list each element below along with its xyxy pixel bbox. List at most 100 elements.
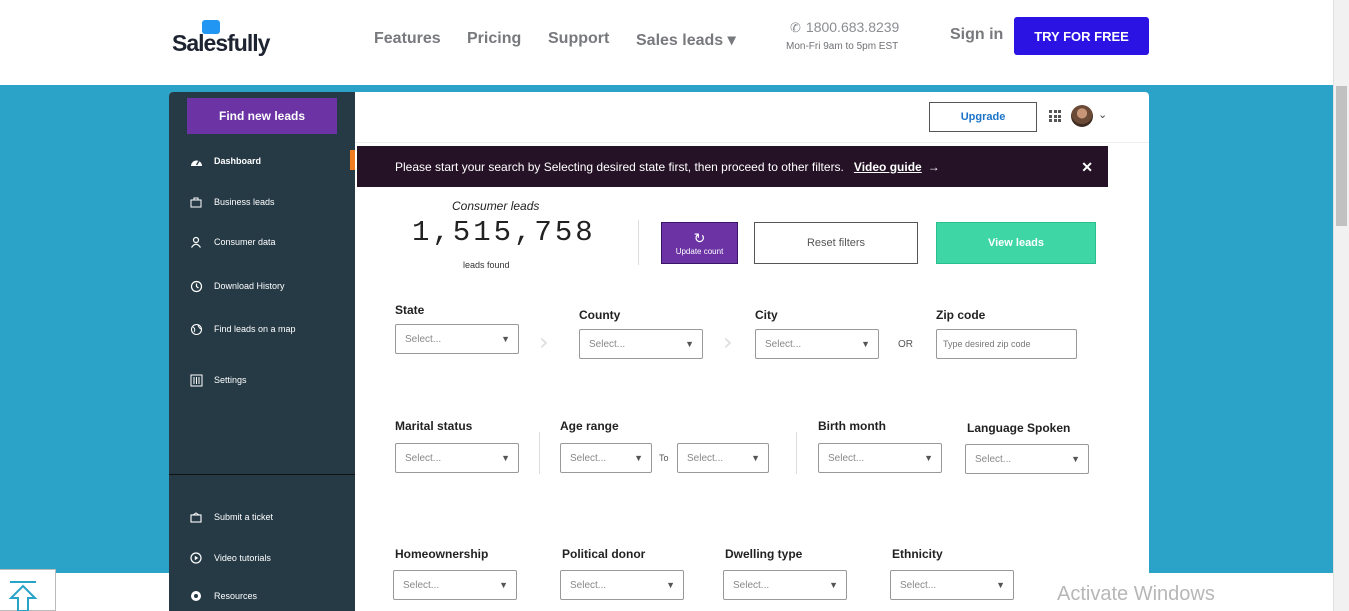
instruction-banner: Please start your search by Selecting de… [357,146,1108,187]
salesfully-logo[interactable]: Salesfully [172,20,272,60]
update-count-label: Update count [675,246,724,256]
chevron-right-icon: › [539,328,549,356]
caret-down-icon: ▼ [634,453,643,463]
settings-icon [189,373,203,387]
caret-down-icon: ▼ [501,334,510,344]
homeownership-label: Homeownership [395,547,489,561]
sidebar-item-dashboard[interactable]: Dashboard [189,151,261,171]
close-icon[interactable]: ✕ [1081,159,1093,175]
dashboard-icon [189,154,203,168]
arrow-right-icon: → [927,159,940,174]
age-to-select[interactable]: Select... ▼ [677,443,769,473]
sidebar-item-label: Find leads on a map [214,324,296,334]
state-select[interactable]: Select... ▼ [395,324,519,354]
caret-down-icon: ▼ [996,580,1005,590]
select-placeholder: Select... [589,338,626,350]
select-placeholder: Select... [405,452,442,464]
nav-sales-leads[interactable]: Sales leads ▾ [636,32,736,49]
phone-icon: ✆ [790,20,801,35]
select-placeholder: Select... [570,452,607,464]
ethnicity-select[interactable]: Select... ▼ [890,570,1014,600]
filter-separator [796,432,797,474]
sidebar-item-consumer-data[interactable]: Consumer data [189,232,276,252]
chevron-down-icon[interactable]: ⌄ [1098,109,1108,121]
age-from-select[interactable]: Select... ▼ [560,443,652,473]
ticket-icon [189,510,203,524]
resources-icon [189,589,203,603]
chevron-right-icon: › [723,328,733,356]
sidebar: Find new leads Dashboard Business leads … [169,92,355,611]
consumer-leads-title: Consumer leads [452,199,540,213]
page-scrollbar[interactable] [1333,0,1349,611]
dwelling-type-label: Dwelling type [725,547,803,561]
sidebar-item-business-leads[interactable]: Business leads [189,192,275,212]
city-select[interactable]: Select... ▼ [755,329,879,359]
find-new-leads-button[interactable]: Find new leads [187,98,337,134]
select-placeholder: Select... [687,452,724,464]
leads-found-label: leads found [463,260,510,270]
nav-support[interactable]: Support [548,30,610,47]
sidebar-item-label: Consumer data [214,237,276,247]
sidebar-item-resources[interactable]: Resources [189,586,257,606]
marital-status-label: Marital status [395,419,473,433]
sidebar-divider [169,474,355,475]
birth-month-select[interactable]: Select... ▼ [818,443,942,473]
app-window: Find new leads Dashboard Business leads … [169,92,1149,611]
phone-number-text: 1800.683.8239 [805,19,900,35]
globe-icon [189,322,203,336]
caret-down-icon: ▼ [861,339,870,349]
phone-number[interactable]: ✆ 1800.683.8239 [790,19,899,36]
zip-code-label: Zip code [936,308,986,322]
sidebar-item-submit-ticket[interactable]: Submit a ticket [189,507,273,527]
user-icon [189,235,203,249]
header-divider [355,142,1149,143]
scroll-to-top-icon[interactable] [8,580,38,611]
select-placeholder: Select... [975,453,1012,465]
city-label: City [755,308,778,322]
homeownership-select[interactable]: Select... ▼ [393,570,517,600]
top-navigation: Salesfully Features Pricing Support Sale… [0,0,1333,85]
dwelling-type-select[interactable]: Select... ▼ [723,570,847,600]
zip-code-input[interactable] [936,329,1077,359]
or-label: OR [898,339,913,350]
county-label: County [579,308,621,322]
update-count-button[interactable]: ↻ Update count [661,222,738,264]
nav-pricing[interactable]: Pricing [467,30,522,47]
sidebar-item-video-tutorials[interactable]: Video tutorials [189,548,271,568]
sidebar-item-label: Dashboard [214,156,262,166]
sidebar-item-settings[interactable]: Settings [189,370,247,390]
caret-down-icon: ▼ [829,580,838,590]
sidebar-item-label: Video tutorials [214,553,271,563]
caret-down-icon: ▼ [685,339,694,349]
nav-features[interactable]: Features [374,30,441,47]
active-indicator [350,150,355,170]
apps-grid-icon[interactable] [1049,110,1061,122]
county-select[interactable]: Select... ▼ [579,329,703,359]
caret-down-icon: ▼ [924,453,933,463]
language-spoken-select[interactable]: Select... ▼ [965,444,1089,474]
sidebar-item-find-leads-map[interactable]: Find leads on a map [189,319,296,339]
sidebar-item-label: Settings [214,375,247,385]
select-placeholder: Select... [828,452,865,464]
scrollbar-thumb[interactable] [1336,86,1347,226]
video-guide-link[interactable]: Video guide [853,159,922,174]
sidebar-item-label: Download History [214,281,285,291]
summary-separator [638,220,639,265]
political-donor-label: Political donor [562,547,646,561]
sidebar-item-download-history[interactable]: Download History [189,276,285,296]
refresh-icon: ↻ [693,229,706,246]
language-spoken-label: Language Spoken [967,421,1071,435]
sign-in-link[interactable]: Sign in [950,26,1004,43]
view-leads-button[interactable]: View leads [936,222,1096,264]
political-donor-select[interactable]: Select... ▼ [560,570,684,600]
logo-chat-icon [202,20,220,34]
upgrade-button[interactable]: Upgrade [929,102,1037,132]
avatar[interactable] [1071,105,1093,127]
try-for-free-button[interactable]: TRY FOR FREE [1014,17,1149,55]
state-label: State [395,303,425,317]
marital-status-select[interactable]: Select... ▼ [395,443,519,473]
ethnicity-label: Ethnicity [892,547,943,561]
activate-windows-watermark: Activate Windows [1057,583,1215,605]
reset-filters-button[interactable]: Reset filters [754,222,918,264]
select-placeholder: Select... [733,579,770,591]
